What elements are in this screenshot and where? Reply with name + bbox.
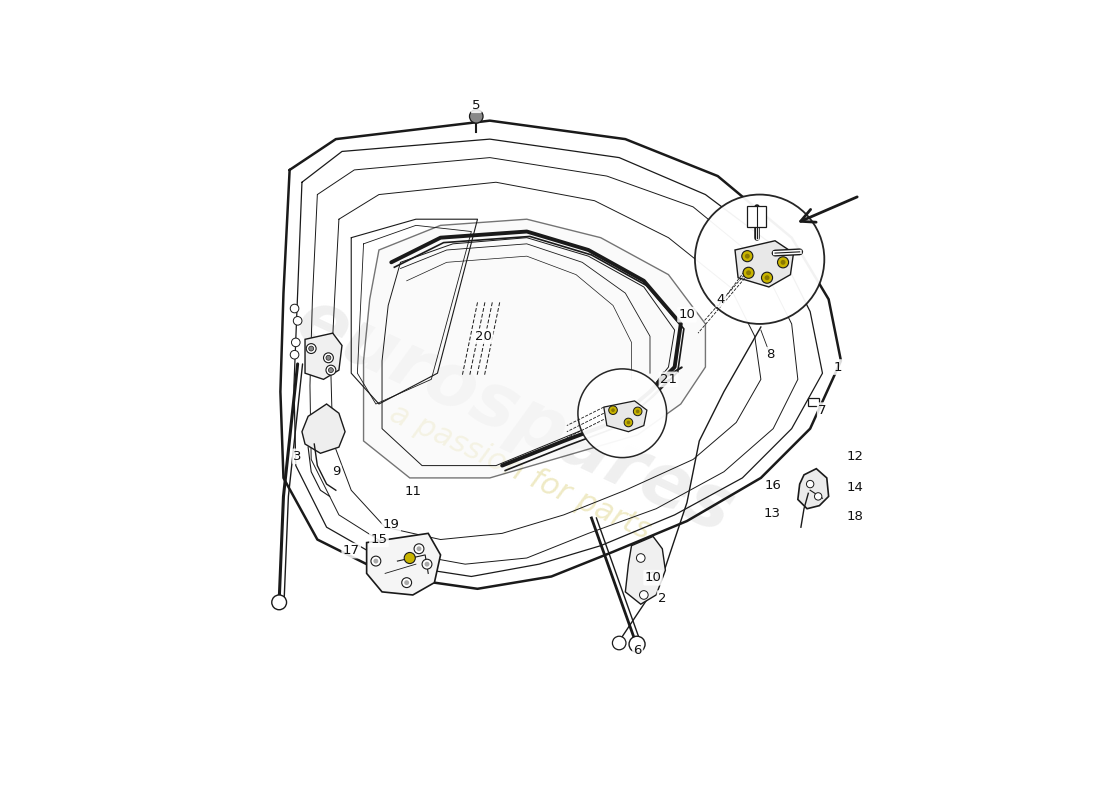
Text: 9: 9: [331, 466, 340, 478]
Polygon shape: [363, 219, 705, 478]
Text: 21: 21: [660, 373, 676, 386]
Text: a passion for parts: a passion for parts: [385, 398, 656, 545]
Circle shape: [761, 272, 772, 283]
Circle shape: [612, 408, 615, 412]
Polygon shape: [625, 537, 666, 604]
Circle shape: [292, 338, 300, 346]
Circle shape: [422, 559, 432, 569]
Circle shape: [695, 194, 824, 324]
Text: 17: 17: [343, 544, 360, 557]
Circle shape: [608, 406, 617, 414]
Text: 19: 19: [383, 518, 399, 530]
Circle shape: [404, 580, 409, 585]
Circle shape: [746, 270, 751, 275]
Circle shape: [613, 636, 626, 650]
Circle shape: [402, 578, 411, 587]
Polygon shape: [301, 404, 345, 454]
Circle shape: [272, 595, 286, 610]
Polygon shape: [366, 534, 440, 595]
Polygon shape: [604, 401, 647, 432]
Polygon shape: [798, 469, 828, 509]
Circle shape: [309, 346, 313, 351]
Circle shape: [627, 421, 630, 424]
Text: 5: 5: [472, 98, 481, 112]
Circle shape: [649, 572, 658, 581]
Circle shape: [417, 546, 421, 551]
Polygon shape: [305, 333, 342, 379]
Circle shape: [326, 365, 336, 375]
Circle shape: [425, 562, 429, 566]
Circle shape: [306, 344, 316, 354]
Circle shape: [745, 254, 750, 258]
Circle shape: [806, 480, 814, 488]
Text: 10: 10: [645, 571, 661, 584]
Circle shape: [636, 410, 639, 414]
Circle shape: [470, 110, 483, 123]
Circle shape: [639, 590, 648, 599]
Text: 16: 16: [764, 479, 782, 492]
Text: 18: 18: [847, 510, 864, 522]
Text: 2: 2: [658, 591, 667, 605]
Text: 11: 11: [405, 485, 421, 498]
Polygon shape: [735, 241, 793, 287]
Text: eurospares: eurospares: [284, 283, 745, 550]
Text: 20: 20: [475, 330, 492, 342]
Circle shape: [294, 317, 301, 325]
Circle shape: [624, 418, 632, 426]
Circle shape: [814, 493, 822, 500]
Text: 10: 10: [679, 308, 695, 321]
Circle shape: [404, 553, 416, 563]
Text: 13: 13: [763, 507, 781, 520]
Circle shape: [742, 267, 755, 278]
Circle shape: [373, 558, 378, 563]
Circle shape: [629, 636, 645, 652]
Text: 15: 15: [371, 533, 387, 546]
Circle shape: [414, 544, 424, 554]
FancyBboxPatch shape: [747, 206, 766, 226]
Text: 7: 7: [818, 404, 827, 417]
Text: 6: 6: [634, 644, 642, 657]
Circle shape: [634, 407, 642, 416]
Circle shape: [778, 257, 789, 268]
Text: 12: 12: [847, 450, 864, 463]
Circle shape: [290, 350, 299, 359]
Circle shape: [329, 368, 333, 373]
Circle shape: [326, 355, 331, 360]
Circle shape: [764, 275, 770, 280]
Text: 14: 14: [847, 481, 864, 494]
Circle shape: [371, 556, 381, 566]
Circle shape: [323, 353, 333, 362]
Text: 8: 8: [766, 348, 774, 362]
FancyBboxPatch shape: [807, 398, 818, 406]
Circle shape: [290, 304, 299, 313]
Text: 3: 3: [294, 450, 301, 463]
Text: 1: 1: [834, 361, 843, 374]
Circle shape: [741, 250, 752, 262]
Text: 4: 4: [716, 293, 725, 306]
Circle shape: [781, 260, 785, 265]
Circle shape: [578, 369, 667, 458]
Circle shape: [637, 554, 645, 562]
